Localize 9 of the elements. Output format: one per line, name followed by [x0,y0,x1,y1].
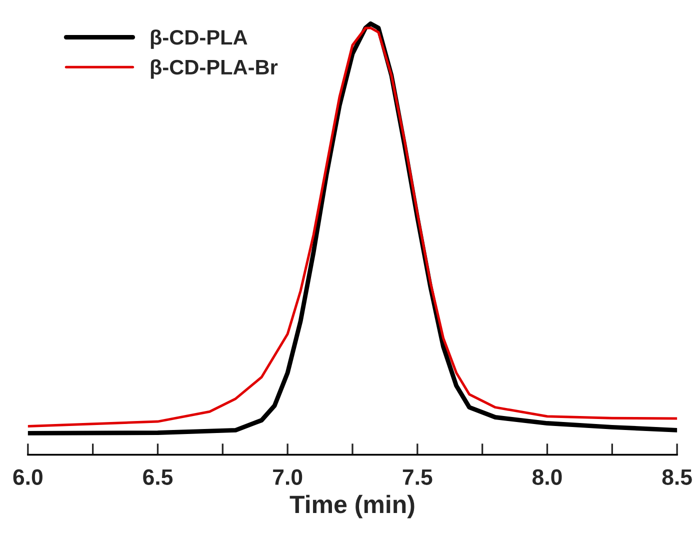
legend-label: β-CD-PLA-Br [150,59,278,79]
x-tick-label: 6.5 [143,469,173,485]
x-tick-label: 7.5 [402,469,432,485]
legend-label: β-CD-PLA [150,29,248,49]
x-tick-label: 7.0 [273,469,302,485]
x-tick-label: 8.0 [532,469,562,485]
x-tick-label: 8.5 [662,469,692,485]
x-tick-label: 6.0 [13,469,42,485]
x-axis-title: Time (min) [290,494,414,518]
